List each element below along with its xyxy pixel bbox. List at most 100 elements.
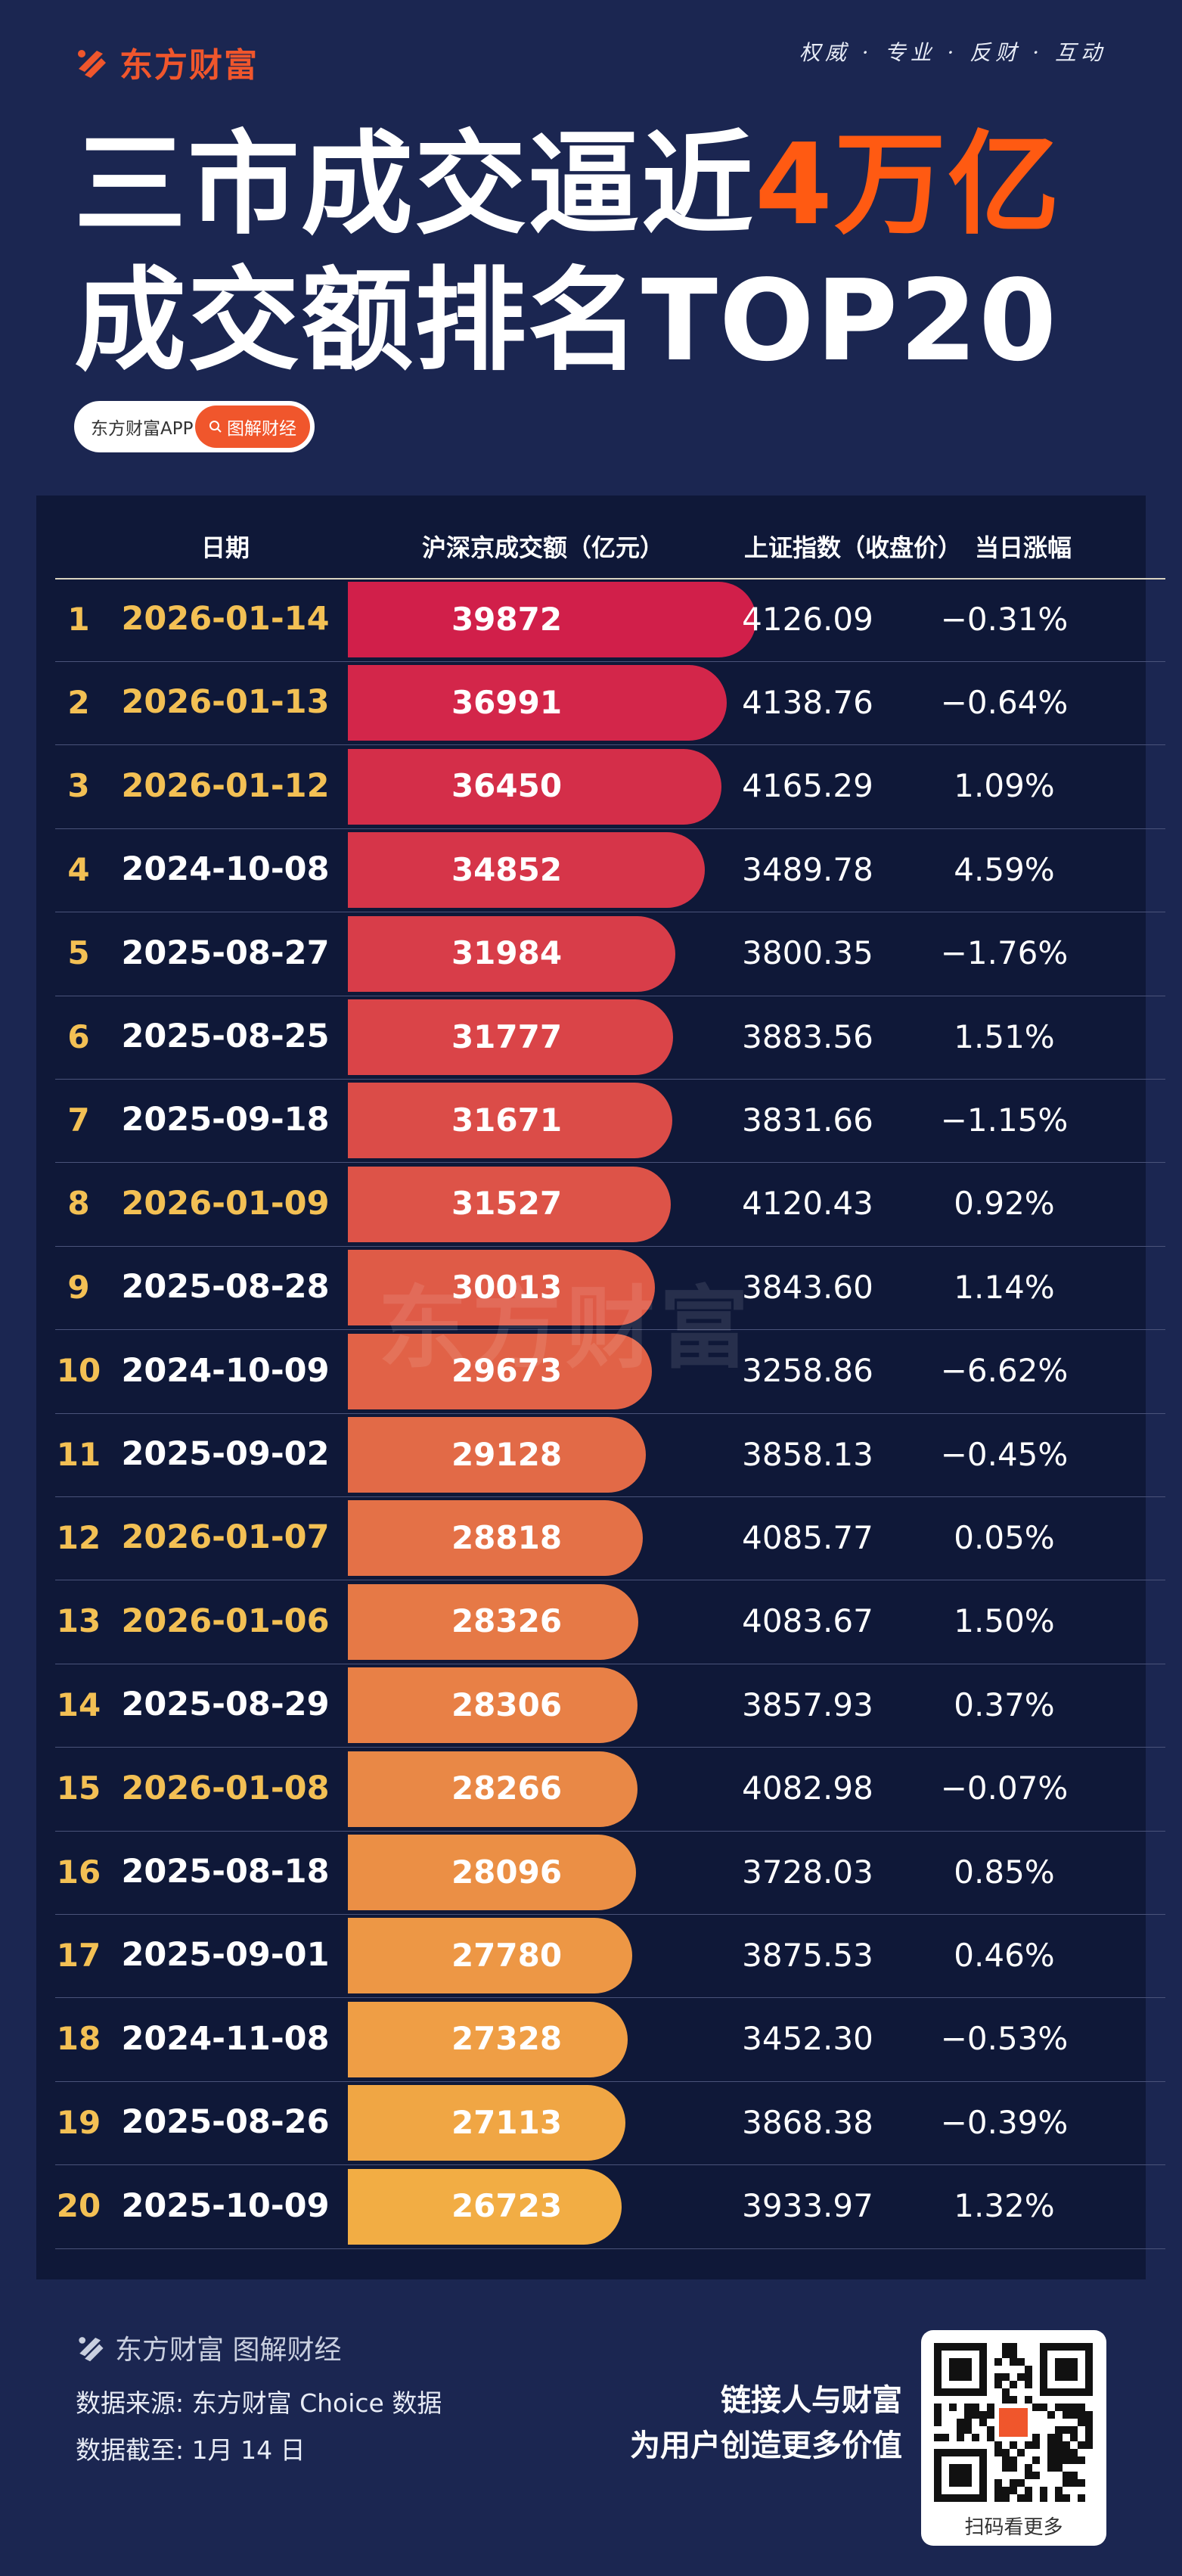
eastmoney-logo-icon (79, 2337, 104, 2362)
header-turnover: 沪深京成交额（亿元） (421, 533, 664, 562)
row-date: 2025-08-26 (121, 2103, 330, 2142)
daily-change: −1.76% (940, 934, 1069, 972)
rank-number: 9 (67, 1268, 90, 1306)
table-row: 6 2025-08-25 31777 3883.56 1.51% (36, 996, 1165, 1080)
rank-number: 7 (67, 1101, 90, 1139)
rank-number: 4 (67, 850, 90, 888)
row-divider (55, 661, 1165, 662)
daily-change: 4.59% (954, 850, 1055, 888)
header-slogan: 权威 · 专业 · 反财 · 互动 (799, 40, 1106, 65)
qr-caption: 扫码看更多 (964, 2516, 1063, 2539)
table-row: 12 2026-01-07 28818 4085.77 0.05% (36, 1497, 1165, 1581)
qr-code[interactable]: 扫码看更多 (921, 2330, 1106, 2546)
footer-slogan-2: 为用户创造更多价值 (630, 2428, 902, 2463)
daily-change: 0.92% (954, 1185, 1055, 1223)
daily-change: −6.62% (940, 1352, 1069, 1390)
row-divider (55, 1412, 1165, 1414)
turnover-bar (348, 1417, 646, 1493)
turnover-bar (348, 1250, 655, 1326)
daily-change: 0.05% (954, 1518, 1055, 1556)
rank-number: 16 (56, 1853, 101, 1891)
close-price: 4082.98 (742, 1770, 873, 1807)
rank-number: 19 (56, 2103, 101, 2141)
turnover-value: 28306 (451, 1686, 563, 1723)
row-date: 2026-01-09 (121, 1184, 330, 1223)
footer: 东方财富 图解财经 数据来源: 东方财富 Choice 数据 数据截至: 1月 … (0, 2300, 1182, 2576)
close-price: 4083.67 (742, 1602, 873, 1640)
close-price: 3858.13 (742, 1435, 873, 1473)
turnover-value: 36991 (451, 683, 563, 721)
turnover-value: 28096 (451, 1853, 563, 1891)
turnover-bar (348, 1083, 672, 1159)
rank-number: 18 (56, 2020, 101, 2058)
turnover-value: 29673 (451, 1352, 563, 1390)
close-price: 4120.43 (742, 1185, 873, 1223)
table-row: 3 2026-01-12 36450 4165.29 1.09% (36, 746, 1165, 829)
daily-change: −0.45% (940, 1435, 1069, 1473)
row-date: 2024-10-08 (121, 850, 330, 889)
turnover-bar (348, 665, 727, 741)
row-date: 2025-10-09 (121, 2186, 330, 2225)
row-date: 2025-09-01 (121, 1936, 330, 1975)
title-prefix: 三市成交逼近 (74, 120, 755, 250)
source-pill[interactable]: 东方财富APP 图解财经 (74, 401, 315, 452)
turnover-bar (348, 2168, 622, 2245)
data-source: 数据来源: 东方财富 Choice 数据 (76, 2388, 442, 2418)
close-price: 3933.97 (742, 2187, 873, 2225)
brand: 东方财富 (74, 38, 259, 86)
turnover-value: 27113 (451, 2103, 563, 2141)
turnover-bar (348, 832, 705, 909)
rank-number: 8 (67, 1185, 90, 1223)
row-divider (55, 1079, 1165, 1080)
rank-number: 13 (56, 1602, 101, 1640)
close-price: 3800.35 (742, 934, 873, 972)
rank-number: 10 (56, 1352, 101, 1390)
rank-number: 1 (67, 600, 90, 638)
close-price: 3258.86 (742, 1352, 873, 1390)
table-row: 13 2026-01-06 28326 4083.67 1.50% (36, 1581, 1165, 1664)
header: 东方财富 权威 · 专业 · 反财 · 互动 三市成交逼近4万亿 成交额排名TO… (0, 0, 1182, 484)
daily-change: −0.53% (940, 2020, 1069, 2058)
header-date: 日期 (200, 533, 250, 562)
close-price: 3868.38 (742, 2103, 873, 2141)
turnover-bar (348, 1751, 638, 1827)
turnover-bar (348, 999, 673, 1075)
close-price: 4126.09 (742, 600, 873, 638)
table-row: 4 2024-10-08 34852 3489.78 4.59% (36, 829, 1165, 913)
row-date: 2025-09-02 (121, 1435, 330, 1473)
rank-number: 14 (56, 1686, 101, 1723)
table-row: 11 2025-09-02 29128 3858.13 −0.45% (36, 1414, 1165, 1497)
daily-change: 0.85% (954, 1853, 1055, 1891)
tag-pill[interactable]: 图解财经 (195, 406, 310, 448)
row-divider (55, 1914, 1165, 1915)
data-as-of: 数据截至: 1月 14 日 (76, 2435, 306, 2465)
close-price: 4165.29 (742, 767, 873, 805)
turnover-bar (348, 1835, 636, 1910)
turnover-value: 36450 (451, 767, 563, 805)
table-row: 5 2025-08-27 31984 3800.35 −1.76% (36, 913, 1165, 996)
table-row: 15 2026-01-08 28266 4082.98 −0.07% (36, 1748, 1165, 1832)
row-date: 2025-08-28 (121, 1268, 330, 1307)
table-header: 日期 沪深京成交额（亿元） 上证指数（收盘价） 当日涨幅 (36, 496, 1146, 579)
daily-change: 1.32% (954, 2187, 1055, 2225)
daily-change: 0.37% (954, 1686, 1055, 1723)
turnover-value: 28818 (451, 1518, 563, 1556)
turnover-value: 29128 (451, 1435, 563, 1473)
row-divider (55, 1747, 1165, 1748)
turnover-bar (348, 1918, 632, 1994)
daily-change: −0.64% (940, 683, 1069, 721)
row-divider (55, 2164, 1165, 2166)
daily-change: −1.15% (940, 1101, 1069, 1139)
table-row: 14 2025-08-29 28306 3857.93 0.37% (36, 1664, 1165, 1748)
turnover-bar (348, 748, 721, 825)
turnover-value: 27328 (451, 2020, 563, 2058)
rank-number: 6 (67, 1018, 90, 1055)
rank-number: 17 (56, 1936, 101, 1974)
turnover-bar (348, 1667, 638, 1744)
table-row: 18 2024-11-08 27328 3452.30 −0.53% (36, 1999, 1165, 2082)
row-date: 2026-01-13 (121, 683, 330, 722)
close-price: 3489.78 (742, 850, 873, 888)
table-row: 7 2025-09-18 31671 3831.66 −1.15% (36, 1080, 1165, 1164)
row-date: 2024-10-09 (121, 1351, 330, 1390)
turnover-bar (348, 582, 756, 657)
